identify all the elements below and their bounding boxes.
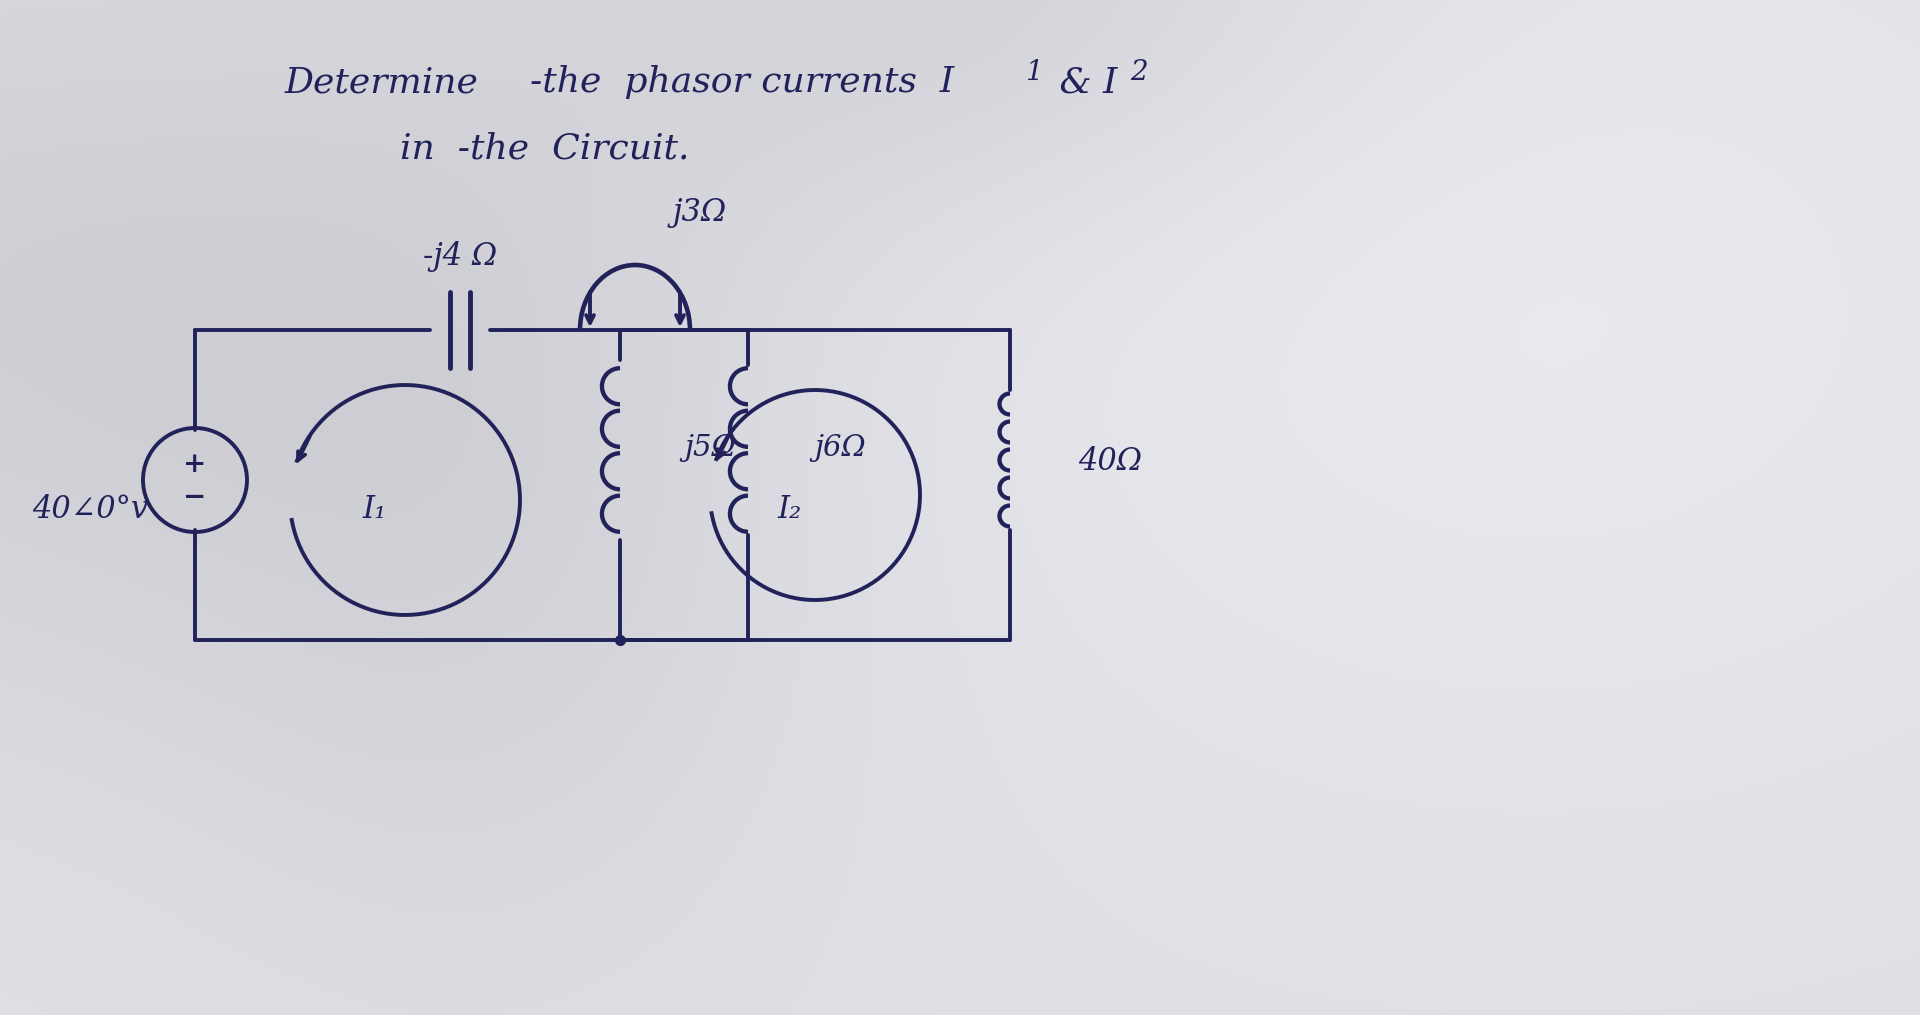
- Text: 40Ω: 40Ω: [1077, 447, 1142, 477]
- Text: -j4 Ω: -j4 Ω: [422, 241, 497, 271]
- Text: 40∠0°v: 40∠0°v: [33, 494, 148, 526]
- Text: 2: 2: [1131, 59, 1148, 85]
- Text: I₁: I₁: [363, 494, 388, 526]
- Text: in  -the  Circuit.: in -the Circuit.: [399, 131, 689, 165]
- Text: j5Ω: j5Ω: [684, 434, 735, 462]
- Text: -the  phasor currents  I: -the phasor currents I: [530, 65, 954, 99]
- Text: −: −: [184, 484, 207, 512]
- Text: Determine: Determine: [284, 65, 478, 99]
- Text: j6Ω: j6Ω: [814, 434, 866, 462]
- Text: 1: 1: [1025, 59, 1043, 85]
- Text: +: +: [182, 451, 207, 477]
- Text: j3Ω: j3Ω: [672, 197, 728, 227]
- Text: & I: & I: [1048, 65, 1117, 99]
- Text: I₂: I₂: [778, 494, 803, 526]
